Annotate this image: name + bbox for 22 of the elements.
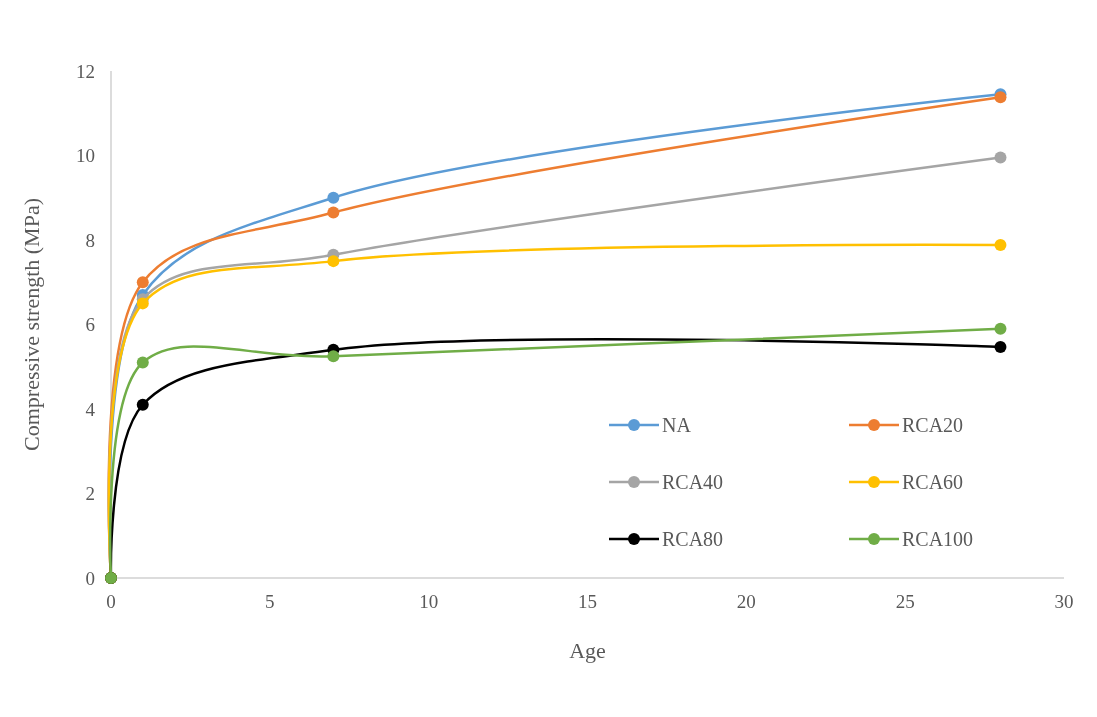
x-tick-label: 5 [265, 591, 275, 612]
legend-label: RCA20 [902, 414, 964, 436]
y-tick-label: 10 [76, 145, 95, 167]
legend-label: RCA100 [902, 528, 974, 550]
x-tick-label: 25 [895, 591, 915, 612]
x-tick-label: 15 [578, 591, 597, 612]
x-tick-label: 0 [106, 591, 116, 612]
y-tick-label: 4 [85, 398, 96, 420]
x-tick-label: 10 [419, 591, 439, 612]
y-tick-label: 0 [85, 567, 95, 589]
y-tick-label: 12 [76, 60, 95, 82]
legend-label: NA [662, 414, 692, 436]
legend-label: RCA60 [902, 471, 964, 493]
y-tick-label: 2 [85, 483, 95, 505]
legend-label: RCA40 [662, 471, 724, 493]
x-axis-title: Age [569, 638, 606, 663]
x-tick-label: 30 [1054, 591, 1074, 612]
x-tick-label: 20 [736, 591, 756, 612]
y-tick-label: 6 [85, 314, 95, 336]
y-axis-title: Compressive strength (MPa) [19, 198, 44, 451]
y-tick-label: 8 [85, 229, 95, 251]
legend-label: RCA80 [662, 528, 724, 550]
